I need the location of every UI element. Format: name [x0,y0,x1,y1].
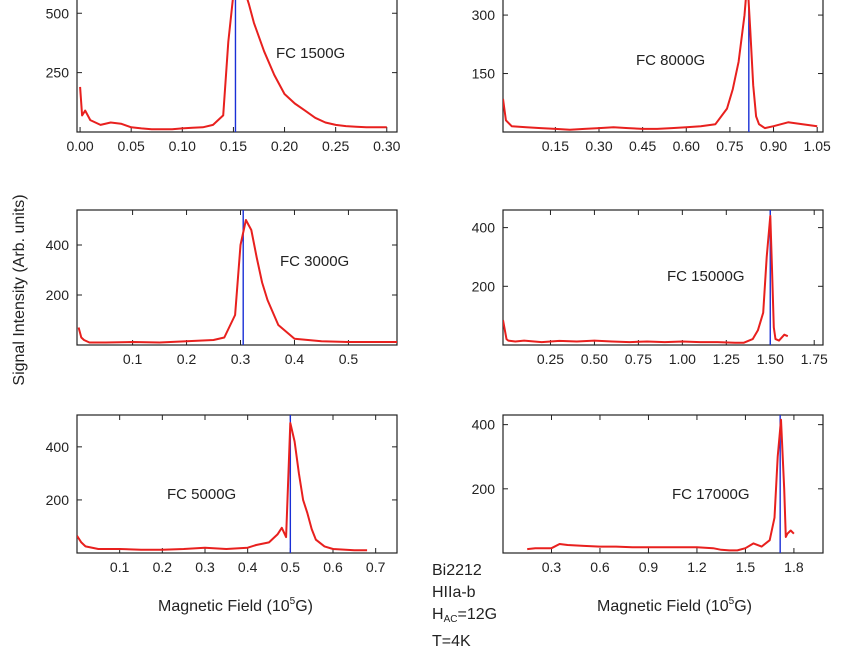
panel-1: 0.00 0.05 0.10 0.15 0.20 0.25 0.30 250 500 FC 150… [46,0,401,154]
x-tick-label: 0.20 [271,138,298,154]
x-axis-label-right-suffix: G) [734,598,752,615]
panel-4: 0.25 0.50 0.75 1.00 1.25 1.50 1.75 200 400 FC 150… [472,209,828,367]
x-tick-label: 0.30 [373,138,400,154]
y-tick-label: 500 [46,5,70,21]
series-line [503,214,789,344]
x-tick-label: 0.25 [322,138,349,154]
x-tick-label: 0.6 [323,559,343,575]
x-tick-label: 0.25 [537,351,564,367]
x-tick-label: 0.75 [625,351,652,367]
x-axis-label-left-sup: 5 [290,596,296,607]
series-line [77,219,397,344]
x-tick-label: 1.5 [736,559,756,575]
x-axis-label-right-sup: 5 [729,596,735,607]
x-tick-label: 1.00 [669,351,696,367]
annotation-orientation: HIIa-b [432,584,476,601]
x-tick-label: 0.1 [110,559,130,575]
x-tick-label: 0.05 [118,138,145,154]
x-tick-label: 1.25 [713,351,740,367]
panel-2: 0.15 0.30 0.45 0.60 0.75 0.90 1.05 150 300 FC 800… [472,0,831,154]
y-tick-label: 400 [46,237,70,253]
panel-label: FC 17000G [672,486,750,503]
y-tick-label: 200 [46,492,70,508]
y-tick-label: 400 [472,417,496,433]
x-tick-label: 0.90 [760,138,787,154]
panel-6: 0.3 0.6 0.9 1.2 1.5 1.8 200 400 FC 17000G [472,414,824,575]
x-tick-label: 0.3 [231,351,251,367]
x-tick-label: 1.50 [757,351,784,367]
x-tick-label: 0.4 [285,351,305,367]
plot-frame [76,209,398,346]
y-tick-label: 200 [472,481,496,497]
y-tick-label: 300 [472,7,496,23]
x-tick-label: 0.9 [639,559,659,575]
panel-label: FC 5000G [167,486,236,503]
x-axis-label-left: Magnetic Field (105G) [158,596,313,615]
x-tick-label: 0.15 [220,138,247,154]
panel-label: FC 3000G [280,253,349,270]
x-tick-label: 0.5 [281,559,301,575]
plot-frame [76,0,398,133]
x-tick-label: 0.5 [339,351,359,367]
plot-frame [502,0,824,133]
x-tick-label: 0.3 [195,559,215,575]
x-tick-label: 0.4 [238,559,258,575]
x-tick-label: 0.10 [169,138,196,154]
series-line [77,422,368,552]
series-line [503,0,818,131]
series-line [527,418,795,552]
x-tick-label: 0.50 [581,351,608,367]
x-tick-label: 0.2 [153,559,173,575]
y-tick-label: 400 [472,220,496,236]
y-tick-label: 200 [472,278,496,294]
x-tick-label: 1.05 [804,138,831,154]
x-tick-label: 1.75 [801,351,828,367]
y-tick-label: 250 [46,65,70,81]
y-tick-label: 150 [472,66,496,82]
annotation-field-sub: AC [443,614,458,625]
x-axis-label-right-prefix: Magnetic Field (10 [597,598,729,615]
x-tick-label: 0.45 [629,138,656,154]
x-tick-label: 0.3 [542,559,562,575]
sample-annotation: Bi2212 HIIa-b HAC=12G T=4K [432,560,497,653]
x-tick-label: 0.6 [590,559,610,575]
x-tick-label: 0.75 [716,138,743,154]
x-tick-label: 1.8 [784,559,804,575]
plot-frame [502,209,824,346]
x-tick-label: 0.30 [585,138,612,154]
y-tick-label: 200 [46,287,70,303]
x-tick-label: 0.1 [123,351,143,367]
y-axis-label: Signal Intensity (Arb. units) [11,194,28,385]
y-tick-label: 400 [46,439,70,455]
x-tick-label: 0.7 [366,559,386,575]
annotation-temperature: T=4K [432,633,471,650]
x-tick-label: 0.15 [542,138,569,154]
panels-layer: 0.00 0.05 0.10 0.15 0.20 0.25 0.30 250 500 FC 150… [46,0,831,575]
panel-label: FC 8000G [636,52,705,69]
annotation-field-main: H [432,606,444,623]
panel-label: FC 15000G [667,268,745,285]
plot-frame [76,414,398,554]
x-axis-label-right: Magnetic Field (105G) [597,596,752,615]
annotation-field-rest: =12G [457,606,498,623]
panel-3: 0.1 0.2 0.3 0.4 0.5 200 400 FC 3000G [46,209,398,367]
plot-frame [502,414,824,554]
panel-label: FC 1500G [276,45,345,62]
x-tick-label: 0.00 [66,138,93,154]
x-axis-label-left-prefix: Magnetic Field (10 [158,598,290,615]
x-tick-label: 0.60 [673,138,700,154]
annotation-sample: Bi2212 [432,562,482,579]
x-axis-label-left-suffix: G) [295,598,313,615]
series-line [79,0,387,131]
x-tick-label: 0.2 [177,351,197,367]
panel-5: 0.1 0.2 0.3 0.4 0.5 0.6 0.7 200 400 FC 5000G [46,414,398,575]
annotation-field: HAC=12G [432,604,497,631]
x-tick-label: 1.2 [687,559,707,575]
